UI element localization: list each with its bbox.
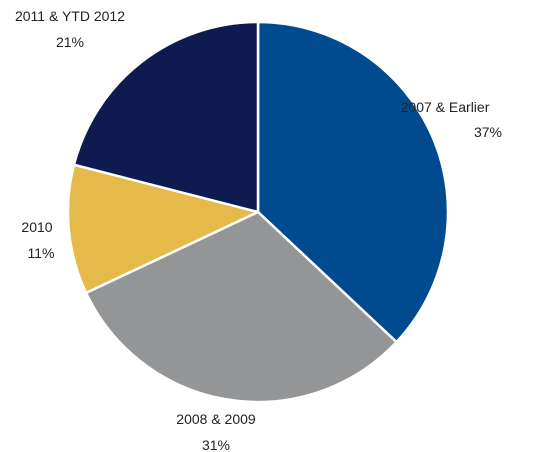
slice-label-2011-ytd-2012: 2011 & YTD 2012 [15,8,125,24]
pie-slices [66,20,450,404]
pie-slice-2007-earlier [256,20,450,344]
slice-label-2007-earlier: 2007 & Earlier [401,99,490,115]
pie-slice-2008-2009 [84,210,398,404]
slice-value-2007-earlier: 37% [474,124,502,140]
pie-slice-2010 [66,163,260,295]
slice-label-2008-2009: 2008 & 2009 [176,411,256,427]
slice-value-2008-2009: 31% [202,437,230,452]
slice-value-2011-ytd-2012: 21% [56,34,84,50]
pie-slice-2011-ytd-2012 [72,20,260,214]
slice-label-2010: 2010 [21,219,52,235]
slice-value-2010: 11% [28,245,55,261]
